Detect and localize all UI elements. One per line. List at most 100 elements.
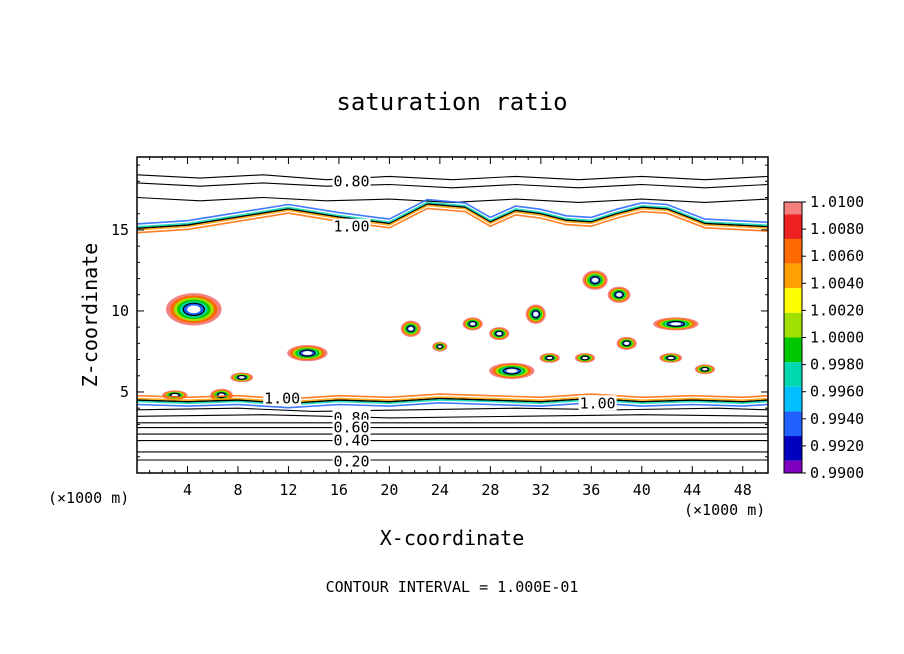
patch-18-outline — [216, 392, 227, 399]
contour-label-2: 1.00 — [264, 389, 300, 407]
colorbar-swatch-10 — [784, 436, 802, 461]
patch-5-outline — [468, 320, 478, 327]
patch-14-band-6 — [670, 322, 682, 326]
patch-15-band-6 — [668, 356, 674, 360]
patch-13-outline — [580, 355, 590, 361]
colorbar-swatch-7 — [784, 362, 802, 387]
contour-line-1.0-12 — [137, 203, 768, 230]
x-tick-label-8: 8 — [233, 481, 242, 499]
colorbar-swatch-0 — [784, 202, 802, 215]
contour-line-0.8-10 — [137, 174, 768, 181]
rim-band-0-2 — [137, 399, 768, 406]
patch-4-band-6 — [438, 345, 442, 349]
patch-3-outline — [406, 325, 416, 333]
patch-3-band-6 — [408, 326, 414, 331]
x-axis-label: X-coordinate — [379, 526, 525, 550]
patch-0-band-6 — [187, 305, 201, 314]
colorbar-label-3: 1.0040 — [810, 274, 864, 292]
colorbar-swatch-2 — [784, 238, 802, 264]
x-tick-label-24: 24 — [431, 481, 449, 499]
patch-6-outline — [494, 330, 504, 337]
colorbar: 1.0100 1.0080 1.0060 1.0040 1.0020 1.0000 0.99… — [783, 193, 864, 482]
x-tick-label-4: 4 — [183, 481, 192, 499]
contour-line-0.8-6 — [137, 414, 768, 419]
colorbar-label-7: 0.9960 — [810, 383, 864, 401]
patch-10-band-6 — [616, 292, 622, 297]
colorbar-swatch-1 — [784, 214, 802, 239]
patch-9-band-6 — [592, 277, 599, 283]
patch-5-band-6 — [470, 322, 476, 326]
patch-8-band-6 — [506, 368, 518, 373]
patch-0-outline — [182, 302, 205, 317]
rim-band-0-3 — [137, 401, 768, 409]
contour-label-bg-0 — [332, 173, 371, 189]
patch-7-outline — [531, 309, 541, 319]
patch-2-outline — [236, 374, 247, 380]
x-tick-label-32: 32 — [532, 481, 550, 499]
contour-label-1: 1.00 — [333, 218, 369, 236]
contour-labels: 0.801.001.00 1.000.800.600.400.20 — [263, 172, 617, 471]
patch-7-band-6 — [533, 311, 539, 317]
contour-label-bg-2 — [263, 390, 302, 406]
patch-16-outline — [700, 366, 710, 372]
colorbar-swatch-5 — [784, 312, 802, 338]
colorbar-swatch-8 — [784, 386, 802, 412]
x-tick-label-48: 48 — [734, 481, 752, 499]
contour-lines — [137, 174, 768, 461]
colorbar-label-4: 1.0020 — [810, 301, 864, 319]
rim-band-1-0 — [137, 207, 768, 234]
colorbar-swatch-4 — [784, 288, 802, 313]
y-tick-label-15: 15 — [111, 221, 129, 239]
rim-band-1-2 — [137, 201, 768, 228]
plot-area — [137, 174, 768, 461]
contour-label-bg-3 — [578, 395, 617, 411]
rim-band-1-1 — [137, 204, 768, 231]
contour-line-0.7-9 — [137, 182, 768, 189]
x-axis-unit-right: (×1000 m) — [684, 501, 766, 519]
patch-10-outline — [614, 291, 625, 299]
contour-line-1.0-8 — [137, 397, 768, 405]
colorbar-label-9: 0.9920 — [810, 437, 864, 455]
patch-1-band-6 — [302, 351, 313, 356]
chart-title: saturation ratio — [336, 88, 568, 116]
rim-band-0-0 — [137, 393, 768, 400]
colorbar-swatch-9 — [784, 411, 802, 437]
rim-band-1-3 — [137, 198, 768, 225]
contour-label-bg-7 — [332, 453, 371, 469]
patch-4-outline — [436, 344, 444, 350]
x-tick-label-44: 44 — [683, 481, 701, 499]
patch-17-band-6 — [171, 393, 178, 397]
x-tick-label-12: 12 — [279, 481, 297, 499]
patch-12-outline — [545, 355, 555, 361]
patch-12-band-6 — [547, 356, 553, 360]
patch-11-band-6 — [624, 341, 630, 345]
contour-label-6: 0.40 — [333, 432, 369, 450]
patch-6-band-6 — [496, 332, 502, 336]
patch-11-outline — [622, 340, 632, 347]
colorbar-label-6: 0.9980 — [810, 356, 864, 374]
x-axis-unit-left: (×1000 m) — [48, 489, 130, 507]
x-tick-label-36: 36 — [582, 481, 600, 499]
rim-band-0-1 — [137, 396, 768, 403]
colorbar-label-2: 1.0060 — [810, 247, 864, 265]
colorbar-label-10: 0.9900 — [810, 464, 864, 482]
patch-8-outline — [502, 367, 522, 375]
colorbar-label-8: 0.9940 — [810, 410, 864, 428]
contour-label-7: 0.20 — [333, 453, 369, 471]
contour-label-bg-6 — [332, 432, 371, 448]
colorbar-swatch-11 — [784, 460, 802, 473]
x-tick-label-20: 20 — [380, 481, 398, 499]
patch-15-outline — [665, 355, 676, 361]
patch-14-outline — [666, 320, 686, 327]
colorbar-swatch-3 — [784, 263, 802, 289]
x-tick-label-16: 16 — [330, 481, 348, 499]
colorbar-swatch-6 — [784, 337, 802, 363]
patch-13-band-6 — [582, 356, 588, 360]
x-tick-label-40: 40 — [633, 481, 651, 499]
supersaturation-patches — [162, 270, 715, 402]
y-tick-label-5: 5 — [120, 383, 129, 401]
patch-1-outline — [299, 349, 316, 357]
colorbar-label-1: 1.0080 — [810, 220, 864, 238]
